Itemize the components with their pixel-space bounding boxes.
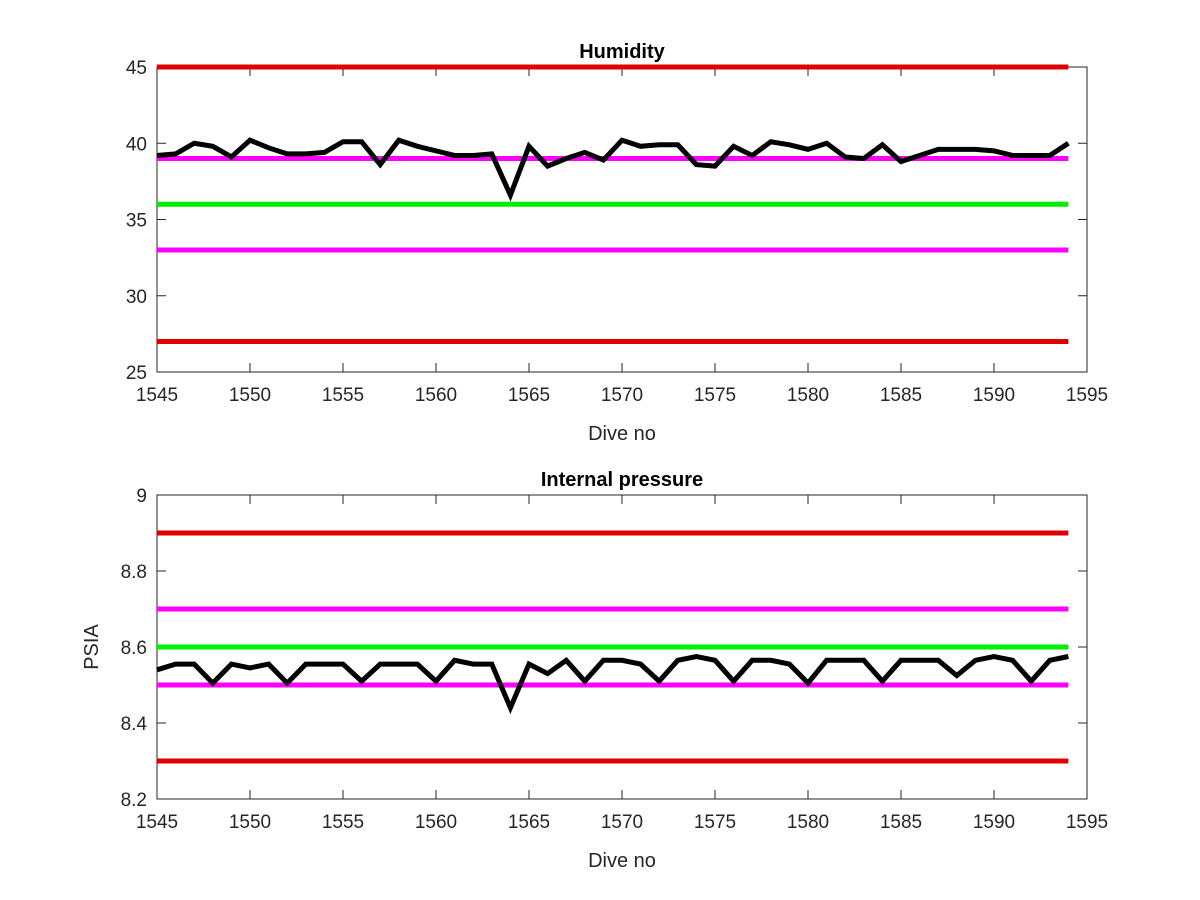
humidity-x-tick-label: 1590 xyxy=(973,385,1015,406)
internal-pressure-y-axis-label: PSIA xyxy=(81,624,103,670)
humidity-x-axis-label: Dive no xyxy=(588,423,656,445)
internal-pressure-y-tick-label: 8.4 xyxy=(121,714,148,735)
internal-pressure-y-tick-label: 8.8 xyxy=(121,562,147,583)
humidity-axes-box xyxy=(156,66,1088,373)
internal-pressure-y-tick-label: 9 xyxy=(136,486,147,507)
humidity-x-tick-label: 1585 xyxy=(880,385,922,406)
internal-pressure-x-tick-label: 1560 xyxy=(415,812,457,833)
humidity-title: Humidity xyxy=(579,41,665,63)
internal-pressure-x-tick-label: 1570 xyxy=(601,812,643,833)
internal-pressure-x-tick-label: 1590 xyxy=(973,812,1015,833)
internal-pressure-panel: 1545 1550 1555 1560 1565 1570 1575 1580 1585 1590… xyxy=(81,469,1108,872)
internal-pressure-x-tick-label: 1545 xyxy=(136,812,178,833)
internal-pressure-x-tick-label: 1565 xyxy=(508,812,550,833)
humidity-x-tick-label: 1595 xyxy=(1066,385,1108,406)
humidity-x-tick-label: 1575 xyxy=(694,385,736,406)
internal-pressure-x-axis-label: Dive no xyxy=(588,850,656,872)
humidity-x-tick-label: 1555 xyxy=(322,385,364,406)
humidity-x-tick-label: 1580 xyxy=(787,385,829,406)
humidity-x-tick-label: 1545 xyxy=(136,385,178,406)
internal-pressure-x-tick-label: 1585 xyxy=(880,812,922,833)
internal-pressure-x-tick-label: 1575 xyxy=(694,812,736,833)
humidity-y-tick-label: 40 xyxy=(126,134,147,155)
humidity-x-tick-label: 1560 xyxy=(415,385,457,406)
internal-pressure-series-line xyxy=(156,653,1069,715)
humidity-y-tick-label: 25 xyxy=(126,363,147,384)
humidity-x-tick-label: 1565 xyxy=(508,385,550,406)
internal-pressure-x-tick-label: 1550 xyxy=(229,812,271,833)
humidity-x-tick-label: 1550 xyxy=(229,385,271,406)
humidity-y-tick-label: 45 xyxy=(126,58,147,79)
humidity-series-line xyxy=(156,137,1070,202)
internal-pressure-title: Internal pressure xyxy=(541,469,703,491)
internal-pressure-x-tick-label: 1595 xyxy=(1066,812,1108,833)
humidity-x-tick-label: 1570 xyxy=(601,385,643,406)
humidity-y-tick-label: 30 xyxy=(126,287,147,308)
internal-pressure-x-tick-label: 1580 xyxy=(787,812,829,833)
internal-pressure-x-tick-label: 1555 xyxy=(322,812,364,833)
humidity-panel: 1545 1550 1555 1560 1565 1570 1575 1580 1585 1590… xyxy=(126,41,1108,445)
humidity-y-tick-label: 35 xyxy=(126,211,147,232)
internal-pressure-y-tick-label: 8.6 xyxy=(121,638,147,659)
internal-pressure-y-tick-label: 8.2 xyxy=(121,790,147,811)
